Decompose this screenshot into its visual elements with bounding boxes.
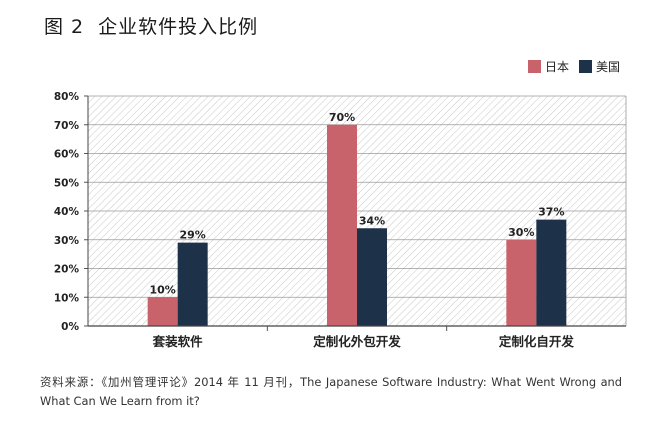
source-note: 资料来源：《加州管理评论》2014 年 11 月刊，The Japanese S… [40,375,622,408]
y-tick-label: 80% [54,91,80,103]
figure-title: 图 2 企业软件投入比例 [44,12,258,39]
data-label: 37% [538,206,564,219]
bar-japan [327,124,357,326]
legend-label-japan: 日本 [544,60,569,74]
y-tick-label: 50% [54,177,80,189]
y-tick-label: 0% [61,321,79,333]
figure-title-text: 企业软件投入比例 [98,16,259,38]
y-tick-label: 60% [54,149,80,161]
bar-usa [357,228,387,326]
y-tick-label: 10% [54,292,80,304]
x-tick-label: 套装软件 [152,334,204,349]
legend-item-usa: 美国 [578,58,620,75]
y-axis: 0% 10% 20% 30% 40% 50% 60% 70% 80% [54,91,89,333]
legend-swatch-japan [527,60,541,73]
y-tick-label: 40% [54,206,80,218]
legend-item-japan: 日本 [527,58,569,75]
x-tick-label: 定制化自开发 [498,334,575,349]
figure-number: 图 2 [44,16,85,38]
legend-label-usa: 美国 [595,60,620,74]
bar-usa [177,242,208,326]
y-tick-label: 70% [54,120,80,132]
data-label: 70% [329,111,355,124]
data-label: 29% [179,229,205,242]
data-label: 30% [508,226,534,239]
bar-usa [536,219,567,326]
legend-swatch-usa [578,60,592,73]
chart-legend: 日本 美国 [527,58,620,75]
data-label: 10% [149,283,175,296]
bar-chart: 0% 10% 20% 30% 40% 50% 60% 70% 80% 10% 29% 70% 34% 3… [54,91,627,349]
x-tick-label: 定制化外包开发 [312,334,401,349]
y-tick-label: 30% [54,235,80,247]
bar-japan [506,239,537,326]
x-axis: 套装软件 定制化外包开发 定制化自开发 [88,325,626,349]
bars: 10% 29% 70% 34% 30% 37% [147,111,567,326]
y-tick-label: 20% [54,264,80,276]
bar-japan [147,297,178,326]
data-label: 34% [359,214,385,227]
